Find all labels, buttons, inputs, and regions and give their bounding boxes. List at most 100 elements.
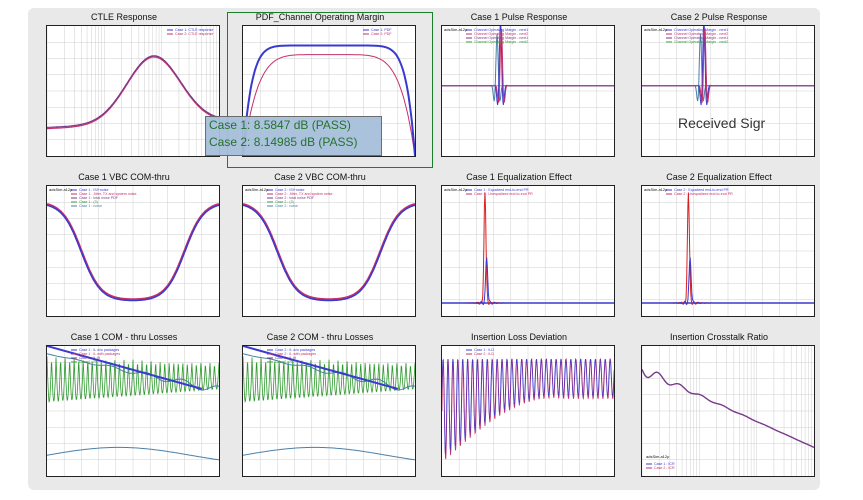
legend-entry: Case 2 : IL w/o packages xyxy=(275,348,315,352)
chart-panel: Insertion Loss Deviation Case 1 : ILD Case… xyxy=(425,330,615,478)
legend-entry: Case 2: CTLE response xyxy=(175,32,213,36)
series-case2-ctle xyxy=(47,56,219,130)
chart-title: PDF_Channel Operating Margin xyxy=(255,12,385,22)
legend-entry: Case 2 : Unequalized end-to-end PR xyxy=(674,192,733,196)
legend-entry: Case 1: PDF xyxy=(371,28,392,32)
selection-box[interactable] xyxy=(227,12,433,168)
series-il-fit xyxy=(243,346,399,390)
chart-panel: Case 2 VBC COM-thru Case 2 : ISI+noise Cas… xyxy=(226,170,416,318)
legend-entry: Channel Operating Margin - next1 xyxy=(674,36,728,40)
legend-entry: Case 1 : Equalized end-to-end PR xyxy=(474,188,529,192)
legend-entry: Channel Operating Margin - next2 xyxy=(474,40,528,44)
plot-area[interactable]: Case 1 : ISI+noise Case 1 : Jitter, TX an… xyxy=(46,185,220,317)
legend-entry: Case 1: CTLE response xyxy=(175,28,213,32)
series-case1-ctle xyxy=(47,55,219,128)
legend-entry: Case 1 : ICR xyxy=(654,462,675,466)
legend-entry: Channel Operating Margin - next1 xyxy=(474,28,528,32)
plot-area[interactable]: Case 1 : Equalized end-to-end PR Case 1 :… xyxy=(441,185,615,317)
plot-area[interactable]: Case 1 : ICR Case 2 : ICR adsSim.a12p xyxy=(641,345,815,477)
series-il-packages xyxy=(47,356,219,403)
series-il xyxy=(243,353,415,391)
grid-lines xyxy=(47,26,219,156)
chart-title: CTLE Response xyxy=(90,12,158,22)
series-case2-pdf xyxy=(243,54,415,156)
series-il xyxy=(47,353,219,391)
series-case1-pdf xyxy=(243,44,415,156)
plot-area[interactable]: Case 1 : IL w/o packages Case 1 : IL with… xyxy=(46,345,220,477)
chart-panel: Case 2 COM - thru Losses Case 2 : IL w/o … xyxy=(226,330,416,478)
series-case1-vbc xyxy=(47,204,219,302)
plot-svg: Channel Operating Margin - next1Channel … xyxy=(642,26,814,156)
legend-entry: Case 2 : ISI+noise xyxy=(275,188,304,192)
plot-area[interactable]: Case 2 : Equalized end-to-end PR Case 2 :… xyxy=(641,185,815,317)
chart-title: Case 1 Pulse Response xyxy=(470,12,568,22)
grid-lines xyxy=(47,186,219,316)
legend-entry: Channel Operating Margin - next2 xyxy=(474,32,528,36)
grid-lines xyxy=(642,186,814,316)
grid-lines xyxy=(642,26,814,156)
chart-panel: Case 1 VBC COM-thru Case 1 : ISI+noise Cas… xyxy=(30,170,220,318)
legend-entry: Case 2 : IL fit xyxy=(275,356,296,360)
series-rl xyxy=(243,446,415,461)
plot-area[interactable]: Case 1: CTLE response Case 2: CTLE respon… xyxy=(46,25,220,157)
grid-lines xyxy=(642,346,814,476)
legend-entry: Case 1 : ILD xyxy=(474,348,494,352)
legend-entry: Case 1 : Jitter, TX and system noise xyxy=(79,192,136,196)
chart-legend: Channel Operating Margin - next1Channel … xyxy=(666,28,728,44)
chart-title: Case 2 VBC COM-thru xyxy=(274,172,366,182)
plot-svg: Channel Operating Margin - next1Channel … xyxy=(442,26,614,156)
marker-label: adsSim.a12p xyxy=(444,187,468,192)
series-rl xyxy=(47,446,219,461)
received-signal-label: Received Sigr xyxy=(678,115,766,131)
legend-entry: Channel Operating Margin - next1 xyxy=(474,36,528,40)
legend-entry: Case 2 : (3) xyxy=(275,200,294,204)
series-il-packages xyxy=(243,356,415,403)
legend-entry: Channel Operating Margin - next2 xyxy=(674,40,728,44)
legend-entry: Case 2 : noise xyxy=(275,204,298,208)
marker-label: adsSim.a12p xyxy=(49,187,73,192)
plot-area[interactable]: Case 2 : IL w/o packages Case 2 : IL with… xyxy=(242,345,416,477)
legend-entry: Case 1 : total noise PDF xyxy=(79,196,119,200)
legend-entry: Case 1 : IL w/o packages xyxy=(79,348,119,352)
series-il-fit xyxy=(47,346,203,390)
legend-entry: Case 2 : Equalized end-to-end PR xyxy=(674,188,729,192)
series-equalized xyxy=(642,257,814,306)
chart-panel: Case 1 Pulse Response Channel Operating M… xyxy=(425,10,615,158)
legend-entry: Case 2 : RL xyxy=(275,360,294,364)
legend-entry: Case 1 : Unequalized end-to-end PR xyxy=(474,192,533,196)
legend-entry: Channel Operating Margin - next2 xyxy=(674,32,728,36)
plot-area[interactable]: Case 2 : ISI+noise Case 2 : Jitter, TX an… xyxy=(242,185,416,317)
chart-panel: Insertion Crosstalk Ratio Case 1 : ICR Cas… xyxy=(625,330,815,478)
legend-entry: Case 1 : (3) xyxy=(79,200,98,204)
chart-title: Case 1 VBC COM-thru xyxy=(78,172,170,182)
legend-entry: Case 2 : ILD xyxy=(474,352,494,356)
legend-entry: Channel Operating Margin - next1 xyxy=(674,28,728,32)
marker-label: adsSim.a12p xyxy=(444,27,468,32)
chart-panel: Case 1 Equalization Effect Case 1 : Equal… xyxy=(425,170,615,318)
com-result-callout: Case 1: 8.5847 dB (PASS) Case 2: 8.14985… xyxy=(205,116,382,156)
com-case1-result: Case 1: 8.5847 dB (PASS) xyxy=(209,118,351,132)
plot-area[interactable]: Channel Operating Margin - next1 Channel … xyxy=(441,25,615,157)
chart-title: Insertion Loss Deviation xyxy=(470,332,568,342)
legend-entry: Case 2 : Jitter, TX and system noise xyxy=(275,192,332,196)
plot-area[interactable]: Case 1 : ILD Case 2 : ILD xyxy=(441,345,615,477)
legend-entry: Case 2 : total noise PDF xyxy=(275,196,315,200)
chart-panel: Case 1 COM - thru Losses Case 1 : IL w/o … xyxy=(30,330,220,478)
plot-area[interactable]: Channel Operating Margin - next1 Channel … xyxy=(641,25,815,157)
legend-entry: Case 2 : ICR xyxy=(654,466,675,470)
legend-entry: Case 1 : IL fit xyxy=(79,356,100,360)
